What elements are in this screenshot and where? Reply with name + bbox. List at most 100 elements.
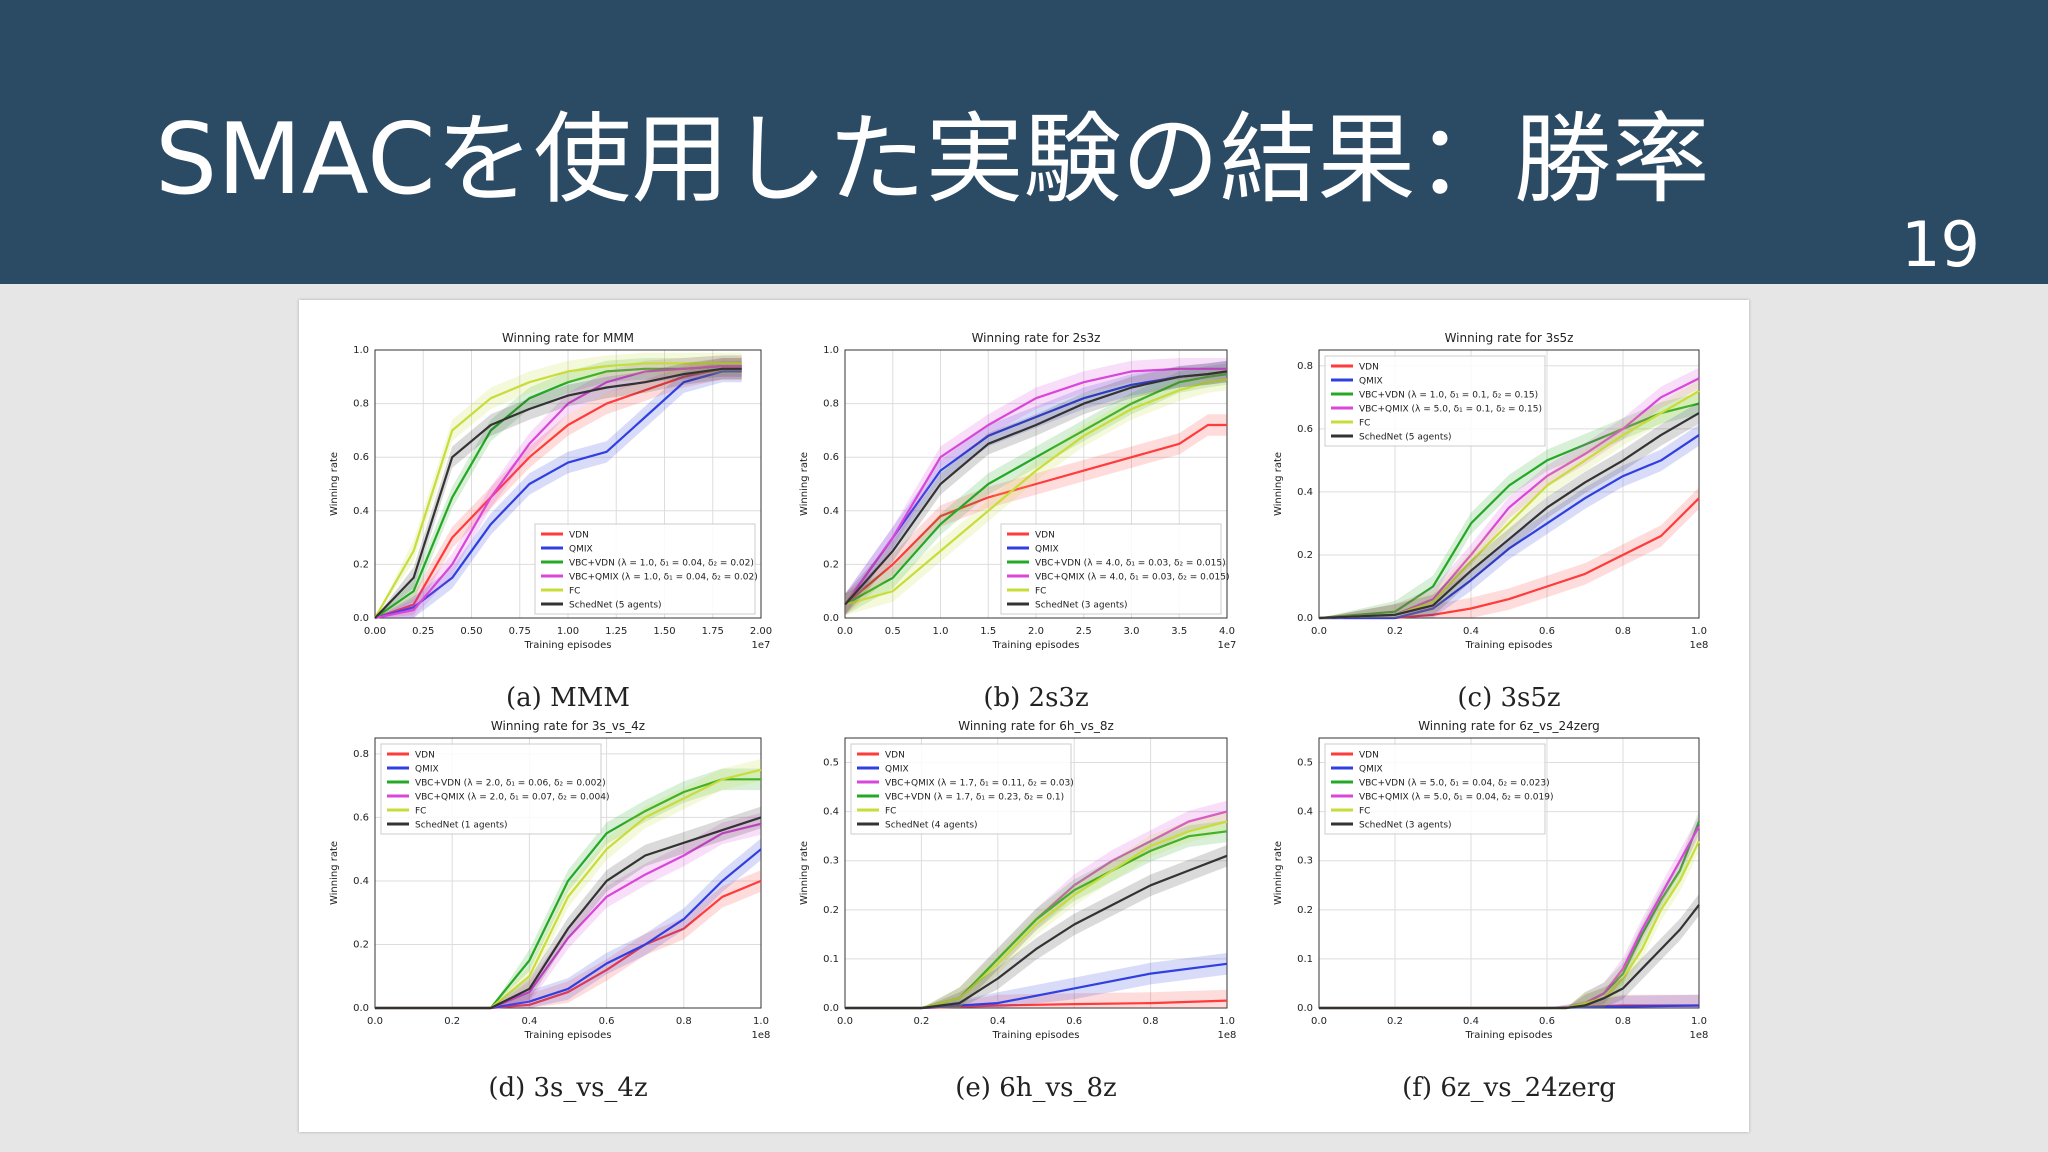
- y-tick-label: 0.8: [353, 749, 369, 760]
- y-axis-label: Winning rate: [329, 841, 340, 905]
- y-tick-label: 0.8: [1297, 361, 1313, 372]
- series-band-qmix: [845, 953, 1227, 1008]
- legend-entry: VBC+QMIX (λ = 1.0, δ₁ = 0.04, δ₂ = 0.02): [569, 573, 758, 583]
- slide-header: SMACを使用した実験の結果：勝率 19: [0, 0, 2048, 284]
- x-tick-label: 1.25: [605, 626, 627, 637]
- x-tick-label: 3.0: [1124, 626, 1140, 637]
- results-figure: 0.00 0.25 0.50 0.75 1.00 1.25 1.50 1.75 2.00 0.0 0…: [299, 300, 1749, 1132]
- series-line-vbc-vdn: [375, 778, 761, 1010]
- legend-entry: FC: [1359, 419, 1370, 429]
- y-tick-label: 0.2: [823, 905, 839, 916]
- legend-entry: QMIX: [1359, 765, 1383, 775]
- y-tick-label: 0.3: [1297, 856, 1313, 867]
- series-line-vdn: [1319, 497, 1700, 620]
- x-tick-label: 1.5: [980, 626, 996, 637]
- series-line-vbc-vdn: [1318, 402, 1700, 620]
- y-tick-label: 0.8: [353, 399, 369, 410]
- x-tick-label: 2.0: [1028, 626, 1044, 637]
- x-axis-label: Training episodes: [992, 1030, 1080, 1041]
- series-line-fc: [374, 362, 742, 619]
- legend-box: [534, 523, 756, 615]
- series-band-schednet: [845, 845, 1227, 1008]
- chart-2: 0.0 0.5 1.0 1.5 2.0 2.5 3.0 3.5 4.0 0.0 0.2 0.4 0.6 0…: [799, 331, 1236, 713]
- y-tick-label: 0.1: [1297, 954, 1313, 965]
- y-tick-label: 0.6: [353, 812, 369, 823]
- y-tick-label: 0.0: [1297, 1003, 1313, 1014]
- legend-entry: VDN: [569, 531, 589, 541]
- series-band-schednet: [375, 806, 761, 1008]
- y-tick-label: 0.2: [1297, 905, 1313, 916]
- y-tick-label: 0.0: [1297, 613, 1313, 624]
- series-band-qmix: [375, 838, 761, 1008]
- page-number: 19: [1901, 208, 1980, 281]
- series-line-schednet: [1319, 904, 1700, 1010]
- x-tick-label: 2.5: [1076, 626, 1092, 637]
- legend-entry: SchedNet (1 agents): [415, 821, 508, 831]
- y-axis-label: Winning rate: [799, 452, 810, 516]
- series-line-qmix: [374, 370, 742, 620]
- x-tick-label: 0.4: [1463, 1016, 1479, 1027]
- chart-6: 0.0 0.2 0.4 0.6 0.8 1.0 0.0 0.1 0.2 0.3 0.4 0.5 Winn…: [1273, 719, 1708, 1103]
- y-tick-label: 0.4: [353, 506, 369, 517]
- series-band-vbc-vdn: [845, 820, 1227, 1008]
- legend-entry: QMIX: [569, 545, 593, 555]
- legend-entry: VBC+VDN (λ = 1.7, δ₁ = 0.23, δ₂ = 0.1): [885, 793, 1064, 803]
- x-tick-label: 0.0: [1311, 626, 1327, 637]
- series-band-fc: [1319, 380, 1699, 618]
- y-tick-label: 0.0: [823, 1003, 839, 1014]
- series-line-fc: [1318, 390, 1700, 620]
- chart-caption: (e) 6h_vs_8z: [955, 1073, 1117, 1103]
- legend-entry: QMIX: [885, 765, 909, 775]
- series-band-vdn: [845, 414, 1227, 616]
- x-tick-label: 0.6: [1539, 1016, 1555, 1027]
- legend-entry: VBC+VDN (λ = 2.0, δ₁ = 0.06, δ₂ = 0.002): [415, 779, 606, 789]
- y-tick-label: 0.4: [1297, 807, 1313, 818]
- series-line-qmix: [1319, 434, 1700, 620]
- x-tick-label: 1.50: [653, 626, 675, 637]
- legend-entry: VDN: [1359, 751, 1379, 761]
- legend-entry: SchedNet (4 agents): [885, 821, 978, 831]
- x-axis-label: Training episodes: [1465, 640, 1553, 651]
- series-band-vbc-qmix: [845, 800, 1227, 1008]
- x-axis-multiplier: 1e8: [752, 1030, 771, 1041]
- legend-entry: SchedNet (5 agents): [569, 601, 662, 611]
- series-band-schednet: [845, 360, 1227, 616]
- legend-entry: VBC+QMIX (λ = 5.0, δ₁ = 0.04, δ₂ = 0.019…: [1359, 793, 1553, 803]
- y-tick-label: 0.6: [823, 452, 839, 463]
- chart-title: Winning rate for 2s3z: [972, 331, 1101, 345]
- y-tick-label: 0.0: [823, 613, 839, 624]
- x-tick-label: 0.6: [599, 1016, 615, 1027]
- x-tick-label: 0.0: [837, 626, 853, 637]
- x-tick-label: 3.5: [1171, 626, 1187, 637]
- x-tick-label: 0.75: [509, 626, 531, 637]
- y-tick-label: 0.4: [823, 506, 839, 517]
- legend-entry: VDN: [885, 751, 905, 761]
- legend-entry: VDN: [1035, 531, 1055, 541]
- chart-title: Winning rate for MMM: [502, 331, 634, 345]
- legend-entry: FC: [885, 807, 896, 817]
- series-band-vbc-qmix: [1319, 367, 1699, 618]
- legend-entry: FC: [1035, 587, 1046, 597]
- x-tick-label: 0.8: [1615, 1016, 1631, 1027]
- y-tick-label: 0.6: [1297, 424, 1313, 435]
- legend-entry: SchedNet (3 agents): [1035, 601, 1128, 611]
- x-tick-label: 1.0: [1691, 626, 1707, 637]
- y-tick-label: 0.6: [353, 452, 369, 463]
- series-line-vbc-vdn: [844, 373, 1228, 606]
- x-tick-label: 0.2: [444, 1016, 460, 1027]
- chart-caption: (f) 6z_vs_24zerg: [1402, 1073, 1616, 1103]
- legend-entry: VBC+QMIX (λ = 4.0, δ₁ = 0.03, δ₂ = 0.015…: [1035, 573, 1229, 583]
- y-tick-label: 1.0: [823, 345, 839, 356]
- x-tick-label: 0.2: [913, 1016, 929, 1027]
- y-tick-label: 0.0: [353, 1003, 369, 1014]
- x-tick-label: 0.4: [521, 1016, 537, 1027]
- series-band-fc: [845, 810, 1227, 1008]
- x-axis-label: Training episodes: [524, 1030, 612, 1041]
- series-line-fc: [844, 378, 1228, 606]
- y-tick-label: 0.2: [1297, 550, 1313, 561]
- series-band-vbc-vdn: [1319, 392, 1699, 618]
- x-axis-multiplier: 1e7: [752, 640, 771, 651]
- y-axis-label: Winning rate: [1273, 841, 1284, 905]
- y-tick-label: 0.8: [823, 399, 839, 410]
- x-tick-label: 0.00: [364, 626, 386, 637]
